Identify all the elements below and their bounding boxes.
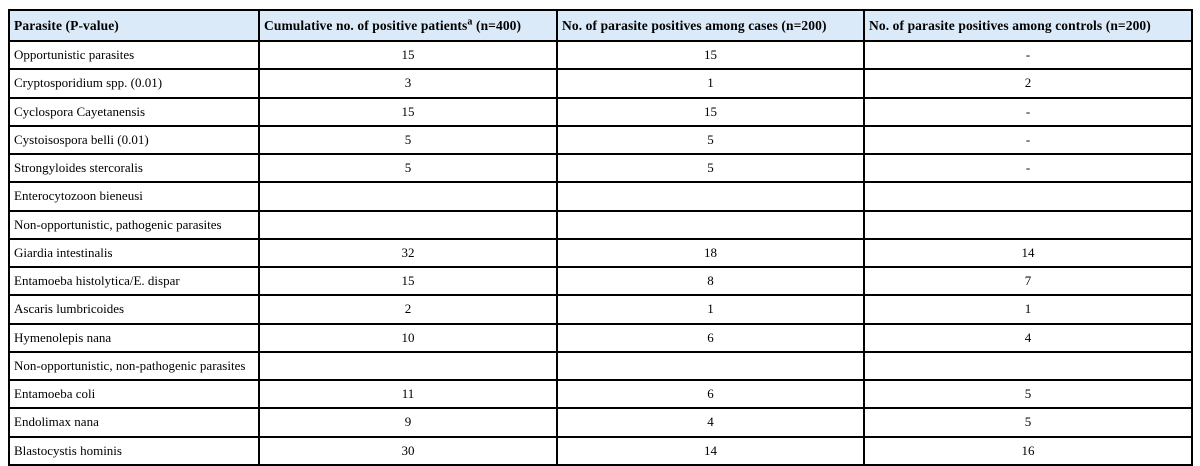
value-cell-cumulative	[258, 209, 558, 240]
parasite-name-cell: Non-opportunistic, pathogenic parasites	[8, 209, 260, 240]
value-cell-cumulative: 3	[258, 68, 558, 99]
value-cell-controls: 14	[863, 237, 1193, 269]
table-row: Cryptosporidium spp. (0.01) 3 1 2	[8, 68, 1193, 99]
value-cell-cases: 18	[556, 237, 865, 269]
parasite-name-cell: Ascaris lumbricoides	[8, 294, 260, 325]
value-cell-cumulative: 5	[258, 152, 558, 184]
parasite-name-cell: Hymenolepis nana	[8, 322, 260, 353]
value-cell-controls	[863, 181, 1193, 212]
table-row: Endolimax nana 9 4 5	[8, 407, 1193, 438]
value-cell-cumulative: 32	[258, 237, 558, 269]
parasite-name-cell: Entamoeba coli	[8, 378, 260, 410]
parasite-name-cell: Cyclospora Cayetanensis	[8, 96, 260, 127]
value-cell-controls	[863, 209, 1193, 240]
table-row: Cystoisospora belli (0.01) 5 5-	[8, 124, 1193, 156]
table-row: Non-opportunistic, pathogenic parasites	[8, 209, 1193, 240]
column-header-3: No. of parasite positives among controls…	[863, 9, 1193, 42]
table-row: Ascaris lumbricoides 2 1 1	[8, 294, 1193, 325]
value-cell-cases	[556, 209, 865, 240]
value-cell-controls: 16	[863, 435, 1193, 466]
value-cell-controls: 5	[863, 378, 1193, 410]
value-cell-cases: 1	[556, 294, 865, 325]
value-cell-cumulative	[258, 350, 558, 382]
parasite-name-cell: Opportunistic parasites	[8, 39, 260, 71]
column-header-1: Cumulative no. of positive patientsa (n=…	[258, 9, 558, 42]
value-cell-controls: 5	[863, 407, 1193, 438]
parasite-name-cell: Cryptosporidium spp. (0.01)	[8, 68, 260, 99]
value-cell-cases: 6	[556, 378, 865, 410]
value-cell-controls: -	[863, 152, 1193, 184]
value-cell-controls: 2	[863, 68, 1193, 99]
value-cell-controls: -	[863, 96, 1193, 127]
table-body: Opportunistic parasites 15 15- Cryptosporid…	[8, 39, 1193, 466]
parasite-results-table: Parasite (P-value) Cumulative no. of posi…	[8, 9, 1193, 466]
value-cell-cases	[556, 350, 865, 382]
value-cell-controls: 4	[863, 322, 1193, 353]
table-row: Entamoeba histolytica/E. dispar 15 8 7	[8, 265, 1193, 297]
header-row: Parasite (P-value) Cumulative no. of posi…	[8, 9, 1193, 42]
value-cell-controls	[863, 350, 1193, 382]
value-cell-controls: 1	[863, 294, 1193, 325]
table-row: Non-opportunistic, non-pathogenic parasi…	[8, 350, 1193, 382]
table-row: Strongyloides stercoralis 5 5-	[8, 152, 1193, 184]
parasite-results-table-container: Parasite (P-value) Cumulative no. of posi…	[8, 9, 1193, 466]
value-cell-cases: 15	[556, 39, 865, 71]
parasite-name-cell: Entamoeba histolytica/E. dispar	[8, 265, 260, 297]
value-cell-cumulative: 30	[258, 435, 558, 466]
table-row: Giardia intestinalis 32 18 14	[8, 237, 1193, 269]
value-cell-cumulative: 5	[258, 124, 558, 156]
value-cell-cases: 4	[556, 407, 865, 438]
table-row: Opportunistic parasites 15 15-	[8, 39, 1193, 71]
value-cell-cumulative: 10	[258, 322, 558, 353]
footnote-marker: a	[467, 16, 473, 27]
table-row: Entamoeba coli 11 6 5	[8, 378, 1193, 410]
value-cell-cases: 1	[556, 68, 865, 99]
value-cell-cases: 6	[556, 322, 865, 353]
value-cell-cumulative: 15	[258, 39, 558, 71]
value-cell-cases: 14	[556, 435, 865, 466]
value-cell-cases: 8	[556, 265, 865, 297]
value-cell-cases: 15	[556, 96, 865, 127]
value-cell-controls: -	[863, 124, 1193, 156]
table-row: Cyclospora Cayetanensis 15 15-	[8, 96, 1193, 127]
value-cell-cases: 5	[556, 152, 865, 184]
value-cell-cumulative: 11	[258, 378, 558, 410]
column-header-2: No. of parasite positives among cases (n…	[556, 9, 865, 42]
value-cell-controls: 7	[863, 265, 1193, 297]
value-cell-cumulative: 2	[258, 294, 558, 325]
column-header-0: Parasite (P-value)	[8, 9, 260, 42]
value-cell-controls: -	[863, 39, 1193, 71]
parasite-name-cell: Giardia intestinalis	[8, 237, 260, 269]
value-cell-cases: 5	[556, 124, 865, 156]
parasite-name-cell: Cystoisospora belli (0.01)	[8, 124, 260, 156]
value-cell-cumulative: 15	[258, 265, 558, 297]
parasite-name-cell: Strongyloides stercoralis	[8, 152, 260, 184]
parasite-name-cell: Blastocystis hominis	[8, 435, 260, 466]
table-row: Enterocytozoon bieneusi	[8, 181, 1193, 212]
parasite-name-cell: Non-opportunistic, non-pathogenic parasi…	[8, 350, 260, 382]
value-cell-cumulative: 15	[258, 96, 558, 127]
table-row: Blastocystis hominis 30 14 16	[8, 435, 1193, 466]
value-cell-cases	[556, 181, 865, 212]
table-row: Hymenolepis nana 10 6 4	[8, 322, 1193, 353]
parasite-name-cell: Endolimax nana	[8, 407, 260, 438]
value-cell-cumulative: 9	[258, 407, 558, 438]
value-cell-cumulative	[258, 181, 558, 212]
parasite-name-cell: Enterocytozoon bieneusi	[8, 181, 260, 212]
